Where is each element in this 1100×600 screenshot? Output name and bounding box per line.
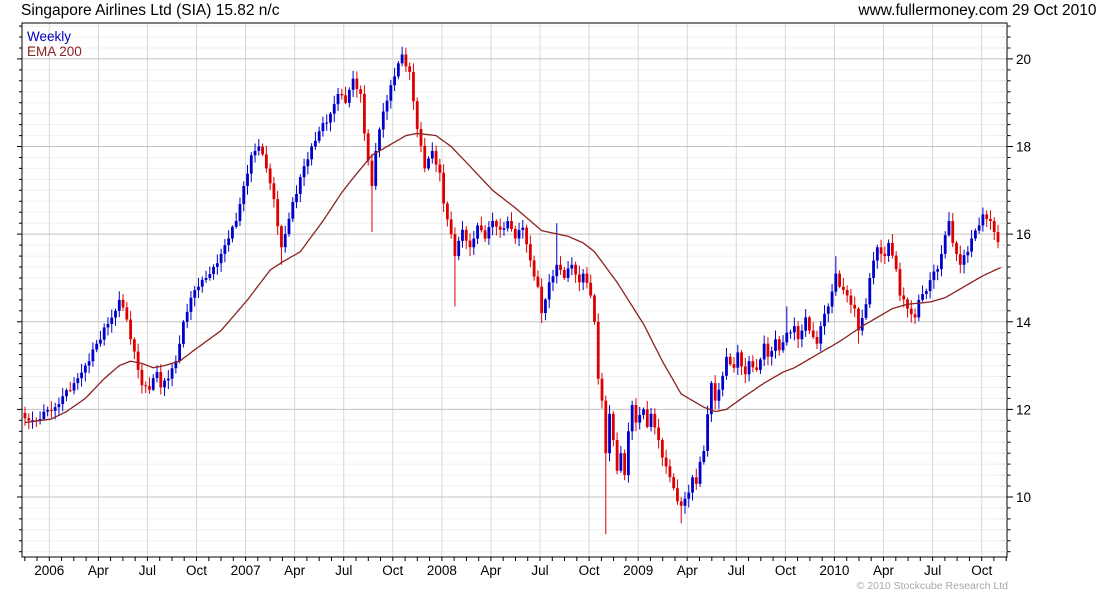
chart-legend: Weekly EMA 200 [27, 29, 82, 59]
x-tick-label: Oct [775, 563, 796, 578]
x-gridlines [48, 23, 983, 557]
plot-border [21, 22, 1008, 558]
x-tick-label: Jul [335, 563, 352, 578]
x-tick-label: Jul [924, 563, 941, 578]
y-major-gridlines [22, 58, 1007, 498]
x-tick-label: Jul [139, 563, 156, 578]
y-tick-label: 16 [1016, 227, 1031, 242]
y-tick-label: 14 [1016, 315, 1032, 330]
x-tick-label: Apr [873, 563, 895, 578]
x-tick-label: Oct [971, 563, 992, 578]
weekly-candles [23, 46, 1000, 535]
ema-200-line [24, 132, 1003, 424]
x-tick-label: 2006 [34, 563, 64, 578]
legend-item-ema-200: EMA 200 [27, 44, 82, 59]
y-tick-label: 10 [1016, 490, 1031, 505]
y-tick-label: 20 [1016, 52, 1031, 67]
website-link[interactable]: www.fullermoney.com 29 Oct 2010 [858, 2, 1097, 19]
y-axis: 10 12 14 16 18 20 [17, 25, 1032, 553]
x-tick-label: Apr [88, 563, 110, 578]
x-tick-label: 2008 [427, 563, 457, 578]
x-tick-label: 2007 [231, 563, 261, 578]
y-tick-label: 18 [1016, 140, 1031, 155]
copyright-notice: © 2010 Stockcube Research Ltd [856, 580, 1008, 592]
x-tick-label: Oct [382, 563, 403, 578]
x-tick-label: 2009 [623, 563, 653, 578]
x-tick-label: Jul [728, 563, 745, 578]
x-tick-label: Apr [284, 563, 306, 578]
x-axis: 2006 Apr Jul Oct 2007 Apr Jul Oct 2008 Apr Jul Oct 2… [24, 557, 1007, 578]
x-tick-label: Apr [677, 563, 699, 578]
legend-item-weekly: Weekly [27, 29, 72, 44]
x-tick-label: 2010 [819, 563, 849, 578]
x-tick-label: Oct [579, 563, 600, 578]
x-tick-label: Apr [480, 563, 502, 578]
chart-date: 29 Oct 2010 [1012, 2, 1097, 19]
y-tick-label: 12 [1016, 402, 1031, 417]
page-title: Singapore Airlines Ltd (SIA) 15.82 n/c [21, 2, 280, 19]
y-minor-gridlines [22, 25, 1007, 553]
x-tick-label: Oct [186, 563, 207, 578]
x-tick-label: Jul [531, 563, 548, 578]
